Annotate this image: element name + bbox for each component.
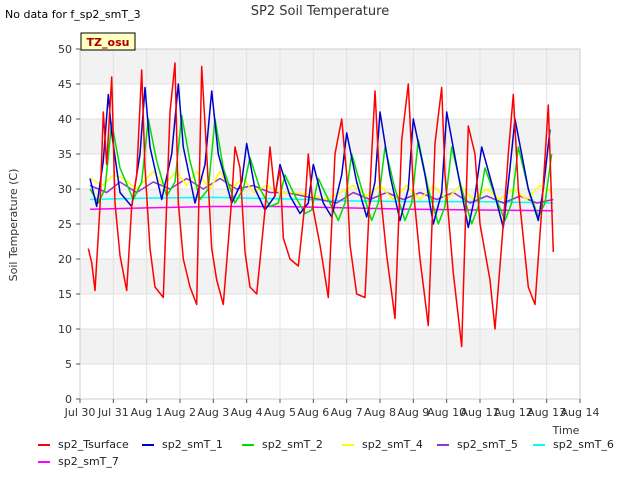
y-tick-label: 0 (65, 393, 72, 406)
x-tick-label: Aug 14 (561, 406, 600, 419)
legend-label: sp2_smT_6 (553, 438, 614, 451)
y-tick-label: 45 (58, 78, 72, 91)
legend-swatch (38, 443, 50, 446)
tz-badge: TZ_osu (80, 32, 136, 51)
y-tick-label: 20 (58, 253, 72, 266)
y-tick-label: 35 (58, 148, 72, 161)
legend-row: sp2_smT_7 (38, 453, 628, 470)
y-tick-label: 5 (65, 358, 72, 371)
background-band (80, 294, 580, 329)
legend-item-sp2-smt-5: sp2_smT_5 (437, 438, 533, 451)
x-tick-label: Aug 4 (231, 406, 263, 419)
tz-badge-box (80, 32, 136, 51)
series-group (87, 62, 555, 348)
legend-row: sp2_Tsurface sp2_smT_1 sp2_smT_2 sp2_smT… (38, 436, 628, 453)
legend-swatch (342, 443, 354, 446)
x-tick-label: Aug 8 (364, 406, 396, 419)
legend-item-sp2-smt-2: sp2_smT_2 (242, 438, 342, 451)
legend-label: sp2_smT_5 (457, 438, 518, 451)
x-axis-label: Time (552, 424, 580, 437)
background-band (80, 84, 580, 119)
legend-label: sp2_smT_7 (58, 455, 119, 468)
background-band (80, 329, 580, 364)
series-line-sp2-tsurface (87, 62, 555, 348)
legend-item-sp2-smt-7: sp2_smT_7 (38, 455, 119, 468)
legend-swatch (437, 443, 449, 446)
x-tick-label: Aug 3 (197, 406, 229, 419)
legend-swatch (242, 443, 254, 446)
x-tick-label: Jul 30 (64, 406, 96, 419)
x-tick-label: Aug 7 (331, 406, 363, 419)
x-tick-label: Aug 10 (427, 406, 466, 419)
x-tick-label: Aug 12 (494, 406, 533, 419)
background-band (80, 49, 580, 84)
background-band (80, 119, 580, 154)
x-tick-label: Jul 31 (97, 406, 129, 419)
x-tick-label: Aug 1 (131, 406, 163, 419)
tz-badge-label: TZ_osu (87, 36, 130, 49)
y-tick-label: 15 (58, 288, 72, 301)
legend-swatch (142, 443, 154, 446)
legend: sp2_Tsurface sp2_smT_1 sp2_smT_2 sp2_smT… (38, 436, 628, 470)
y-axis-label: Soil Temperature (C) (7, 169, 20, 282)
y-axis-ticks: 0 5 10 15 20 25 30 35 40 45 50 (58, 43, 80, 406)
chart-title: SP2 Soil Temperature (251, 4, 389, 19)
legend-label: sp2_Tsurface (58, 438, 129, 451)
y-tick-label: 40 (58, 113, 72, 126)
legend-item-sp2-tsurface: sp2_Tsurface (38, 438, 142, 451)
legend-item-sp2-smt-6: sp2_smT_6 (533, 438, 614, 451)
legend-label: sp2_smT_1 (162, 438, 223, 451)
legend-label: sp2_smT_4 (362, 438, 423, 451)
x-axis-ticks: Jul 30 Jul 31 Aug 1 Aug 2 Aug 3 Aug 4 Aug 5 Aug… (64, 399, 600, 419)
x-tick-label: Aug 13 (527, 406, 566, 419)
y-tick-label: 25 (58, 218, 72, 231)
legend-swatch (38, 460, 50, 463)
legend-label: sp2_smT_2 (262, 438, 323, 451)
series-line-sp2-smt-2 (89, 114, 553, 225)
x-tick-label: Aug 6 (297, 406, 329, 419)
y-tick-label: 10 (58, 323, 72, 336)
x-tick-label: Aug 5 (264, 406, 296, 419)
legend-item-sp2-smt-4: sp2_smT_4 (342, 438, 437, 451)
x-tick-label: Aug 9 (397, 406, 429, 419)
y-tick-label: 50 (58, 43, 72, 56)
x-tick-label: Aug 2 (164, 406, 196, 419)
background-band (80, 364, 580, 399)
series-line-sp2-smt-1 (89, 83, 551, 229)
y-tick-label: 30 (58, 183, 72, 196)
x-tick-label: Aug 11 (461, 406, 500, 419)
no-data-message: No data for f_sp2_smT_3 (5, 8, 141, 21)
legend-item-sp2-smt-1: sp2_smT_1 (142, 438, 242, 451)
legend-swatch (533, 443, 545, 446)
